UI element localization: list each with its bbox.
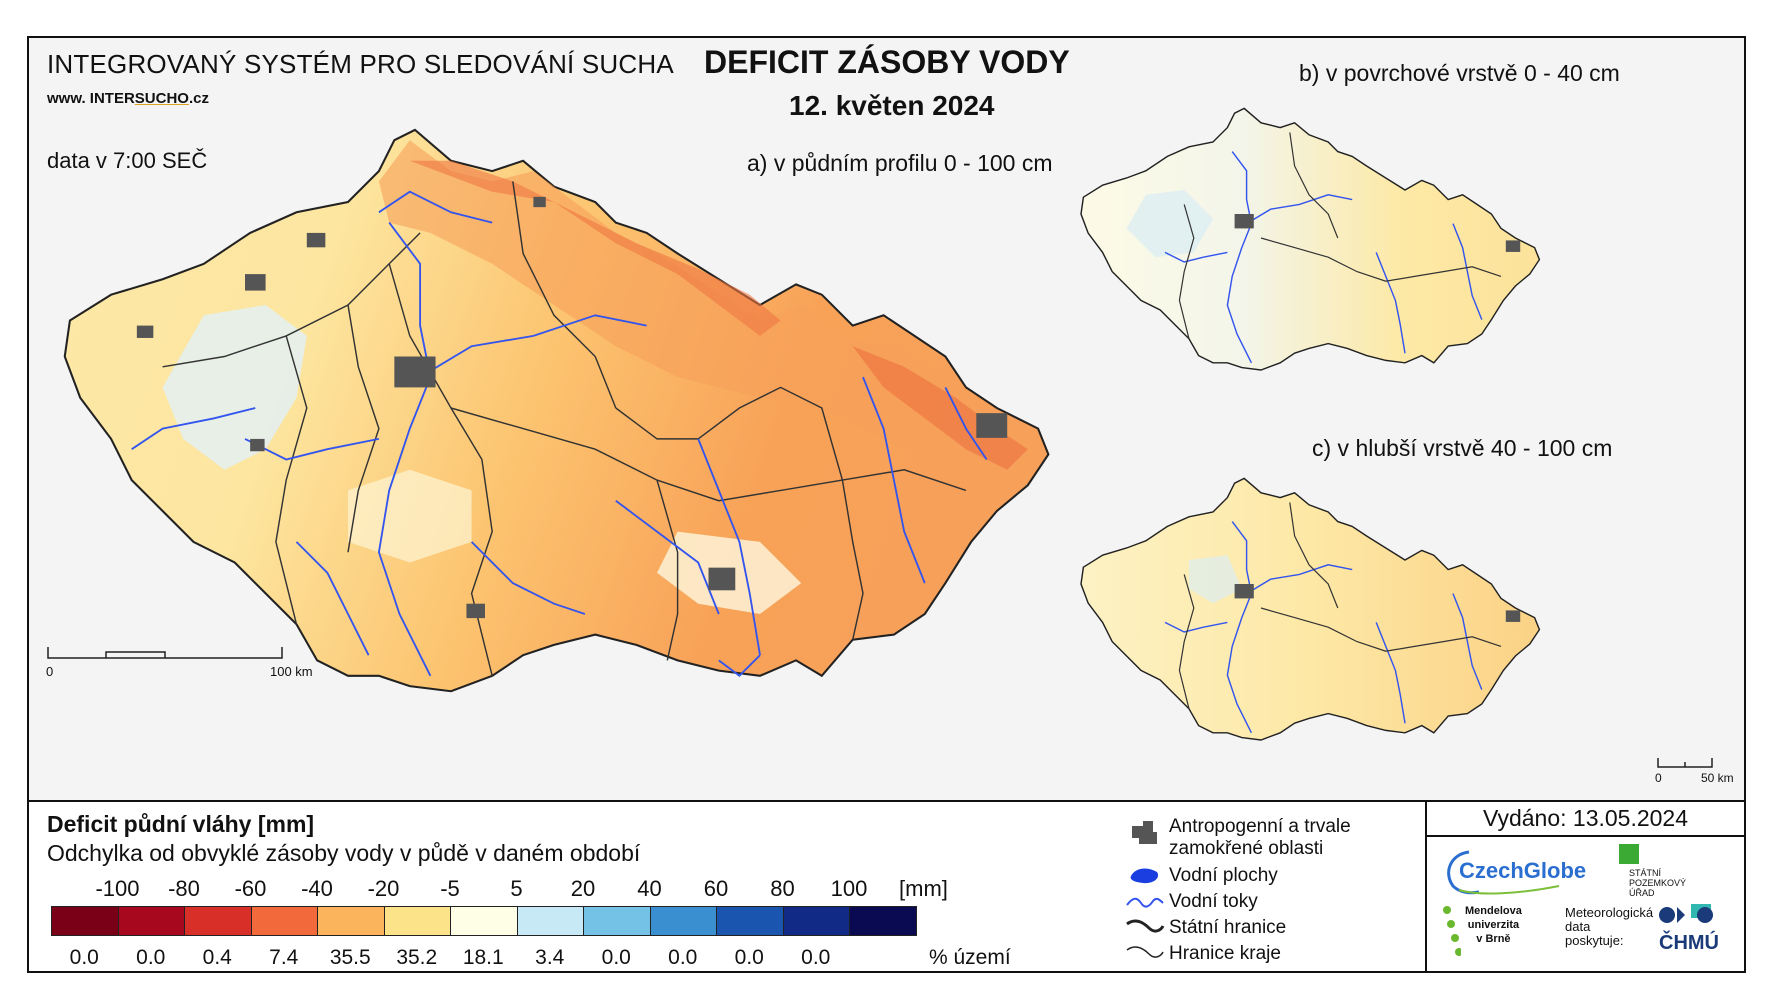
legend-break-value: 5 <box>510 876 523 901</box>
main-scale-start: 0 <box>46 664 54 679</box>
spu-text: STÁTNÍ POZEMKOVÝ ÚŘAD <box>1629 868 1687 898</box>
mendelu-logo: Mendelova univerzita v Brně <box>1441 904 1551 968</box>
legend-percent-value: 0.0 <box>734 946 764 969</box>
czechglobe-logo: CzechGlobe <box>1439 846 1587 896</box>
small-scale-bar <box>1657 756 1717 774</box>
legend-percent-value: 0.0 <box>668 946 698 969</box>
legend-break-value: -100 <box>95 876 140 901</box>
mendelu-dots-icon <box>1443 906 1461 956</box>
system-name: INTEGROVANÝ SYSTÉM PRO SLEDOVÁNÍ SUCHA <box>47 49 674 79</box>
deep-map-label: c) v hlubší vrstvě 40 - 100 cm <box>1312 435 1613 461</box>
surface-map-label: b) v povrchové vrstvě 0 - 40 cm <box>1299 60 1620 86</box>
state-border-label: Státní hranice <box>1169 917 1287 938</box>
legend-break-value: 20 <box>570 876 596 901</box>
legend-percent-value: 3.4 <box>535 946 565 969</box>
legend-percent-value: 0.0 <box>136 946 166 969</box>
legend-color-box <box>716 906 784 936</box>
legend-percent-value: 35.2 <box>396 946 438 969</box>
data-time: data v 7:00 SEČ <box>47 148 208 173</box>
legend-subtitle: Odchylka od obvyklé zásoby vody v půdě v… <box>47 840 641 866</box>
legend-color-box <box>516 906 584 936</box>
legend-title: Deficit půdní vláhy [mm] <box>47 811 315 837</box>
legend-percent-value: 0.0 <box>801 946 831 969</box>
mendelu-text: Mendelova univerzita v Brně <box>1465 905 1522 945</box>
legend-color-box <box>184 906 252 936</box>
czechia-outline <box>63 128 1050 693</box>
legend-break-value: 80 <box>770 876 795 901</box>
legend-color-box <box>782 906 850 936</box>
deep-map <box>1080 477 1541 741</box>
water-body-label: Vodní plochy <box>1169 865 1278 886</box>
legend-percent-value: 0.0 <box>601 946 631 969</box>
legend-color-box <box>117 906 185 936</box>
legend-percent-label: % území <box>929 946 1011 969</box>
divider-horizontal <box>29 800 1744 802</box>
river-symbol-icon <box>1126 897 1164 908</box>
legend-percent-value: 18.1 <box>462 946 504 969</box>
legend-color-box <box>51 906 119 936</box>
figure-frame: INTEGROVANÝ SYSTÉM PRO SLEDOVÁNÍ SUCHA w… <box>27 36 1746 973</box>
spu-logo: STÁTNÍ POZEMKOVÝ ÚŘAD <box>1619 844 1719 898</box>
state-border-symbol-icon <box>1126 919 1165 933</box>
legend-percent-value: 7.4 <box>269 946 299 969</box>
chmu-logo: ČHMÚ <box>1657 904 1747 964</box>
main-map-label: a) v půdním profilu 0 - 100 cm <box>747 150 1053 176</box>
legend-color-box <box>649 906 717 936</box>
divider-issued <box>1427 835 1744 837</box>
urban-area-symbol-icon <box>1132 821 1157 844</box>
region-border-symbol-icon <box>1126 946 1164 958</box>
legend-percent-value: 35.5 <box>329 946 371 969</box>
legend-break-value: -5 <box>440 876 460 901</box>
map-date: 12. květen 2024 <box>789 90 995 121</box>
small-scale-end: 50 km <box>1701 771 1734 785</box>
legend-color-box <box>849 906 917 936</box>
legend-break-value: 40 <box>637 876 662 901</box>
river-label: Vodní toky <box>1169 891 1258 912</box>
urban-area-label: Antropogenní a trvale zamokřené oblasti <box>1169 816 1351 859</box>
divider-vertical <box>1425 802 1427 971</box>
page-title: DEFICIT ZÁSOBY VODY <box>704 44 1070 80</box>
legend-percent-value: 0.4 <box>202 946 232 969</box>
small-scale-start: 0 <box>1655 771 1662 785</box>
urban-areas <box>136 196 1008 619</box>
legend-color-box <box>383 906 451 936</box>
surface-map <box>1080 107 1541 371</box>
region-border-label: Hranice kraje <box>1169 943 1281 964</box>
legend-color-box <box>583 906 651 936</box>
chmu-text: ČHMÚ <box>1659 932 1719 954</box>
legend-color-box <box>450 906 518 936</box>
legend-break-value: -80 <box>168 876 200 901</box>
water-body-symbol-icon <box>1130 868 1159 884</box>
legend-break-value: 60 <box>703 876 729 901</box>
legend-break-value: -20 <box>367 876 400 901</box>
spu-mark-icon <box>1619 844 1639 864</box>
legend-unit: [mm] <box>899 876 948 901</box>
legend-break-value: 100 <box>830 876 868 901</box>
legend-break-value: -40 <box>301 876 333 901</box>
main-scale-bar <box>47 646 287 665</box>
main-scale-end: 100 km <box>270 664 313 679</box>
website-link[interactable]: www. INTERSUCHO.cz <box>47 90 209 107</box>
chmu-mark-icon <box>1659 907 1713 923</box>
legend-color-box <box>250 906 318 936</box>
czechglobe-text: CzechGlobe <box>1459 858 1587 883</box>
map-area: INTEGROVANÝ SYSTÉM PRO SLEDOVÁNÍ SUCHA w… <box>29 38 1744 800</box>
legend-color-box <box>317 906 385 936</box>
issued-date: Vydáno: 13.05.2024 <box>1482 805 1689 831</box>
main-map <box>63 128 1050 693</box>
legend-percent-value: 0.0 <box>69 946 99 969</box>
meteo-data-text: Meteorologická data poskytuje: <box>1565 905 1654 948</box>
legend-break-value: -60 <box>234 876 267 901</box>
